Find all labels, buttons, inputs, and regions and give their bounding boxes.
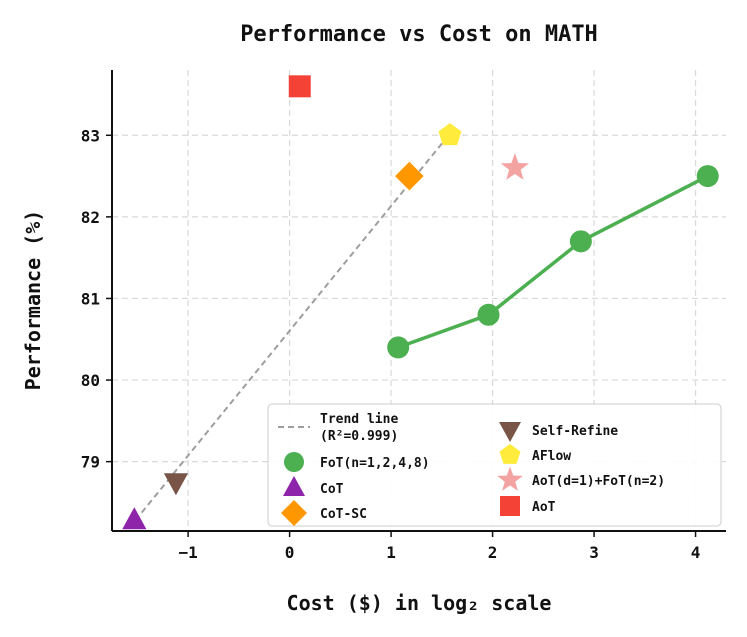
data-point xyxy=(477,303,500,326)
ticks: −1 0 1 2 3 4 79 80 81 82 83 xyxy=(81,126,701,562)
data-point xyxy=(438,123,462,146)
legend-label: FoT(n=1,2,4,8) xyxy=(320,456,430,471)
y-tick-label: 81 xyxy=(81,289,100,308)
x-tick-label: 4 xyxy=(691,543,701,562)
trend-line-layer xyxy=(134,133,451,522)
x-tick-label: 1 xyxy=(386,543,396,562)
legend-marker xyxy=(497,466,523,491)
data-point xyxy=(500,153,530,180)
data-point xyxy=(395,161,424,191)
data-point xyxy=(288,75,311,98)
data-point xyxy=(387,336,410,359)
y-tick-label: 80 xyxy=(81,371,100,390)
legend-item: FoT(n=1,2,4,8) xyxy=(284,452,430,472)
series-aot xyxy=(288,75,311,98)
legend-label: AoT(d=1)+FoT(n=2) xyxy=(532,474,665,489)
x-tick-label: 0 xyxy=(285,543,295,562)
legend-label: AoT xyxy=(532,500,556,515)
series-layer xyxy=(122,75,719,530)
chart-title: Performance vs Cost on MATH xyxy=(240,22,598,47)
legend-item-trend-line: Trend line (R²=0.999) xyxy=(278,412,398,444)
legend-label: Self-Refine xyxy=(532,424,618,439)
legend: Trend line (R²=0.999) FoT(n=1,2,4,8) CoT CoT… xyxy=(267,403,722,527)
data-point xyxy=(569,230,592,253)
legend-marker xyxy=(281,500,307,526)
legend-item: Self-Refine xyxy=(499,422,618,442)
x-tick-label: 3 xyxy=(589,543,599,562)
y-tick-label: 82 xyxy=(81,208,100,227)
series-aflow xyxy=(438,123,462,146)
legend-marker xyxy=(499,422,521,442)
legend-trend-label: Trend line xyxy=(320,412,398,427)
y-tick-label: 79 xyxy=(81,453,100,472)
trend-line xyxy=(134,133,451,522)
legend-marker xyxy=(283,476,305,496)
series-self-refine xyxy=(163,473,189,496)
legend-label: CoT xyxy=(320,482,344,497)
legend-trend-r2: (R²=0.999) xyxy=(320,429,398,444)
legend-item: CoT xyxy=(283,476,344,497)
x-tick-label: −1 xyxy=(178,543,197,562)
series-cot xyxy=(122,507,147,530)
legend-item: AoT xyxy=(500,496,556,516)
legend-item: AoT(d=1)+FoT(n=2) xyxy=(497,466,665,491)
y-axis-label: Performance (%) xyxy=(21,210,45,391)
legend-item: CoT-SC xyxy=(281,500,367,526)
legend-marker xyxy=(500,496,520,516)
legend-label: AFlow xyxy=(532,449,571,464)
legend-item: AFlow xyxy=(499,444,571,464)
legend-label: CoT-SC xyxy=(320,507,367,522)
series-line xyxy=(397,174,709,350)
legend-frame xyxy=(267,403,722,527)
series-aot-d-1-fot-n-2- xyxy=(500,153,530,180)
legend-marker xyxy=(499,444,521,464)
y-tick-label: 83 xyxy=(81,126,100,145)
data-point xyxy=(122,507,147,530)
series-cot-sc xyxy=(395,161,424,191)
legend-marker xyxy=(284,452,304,472)
data-point xyxy=(696,165,719,188)
data-point xyxy=(163,473,189,496)
series-fot-n-1-2-4-8- xyxy=(387,165,719,359)
x-tick-label: 2 xyxy=(488,543,498,562)
x-axis-label: Cost ($) in log₂ scale xyxy=(287,591,552,615)
